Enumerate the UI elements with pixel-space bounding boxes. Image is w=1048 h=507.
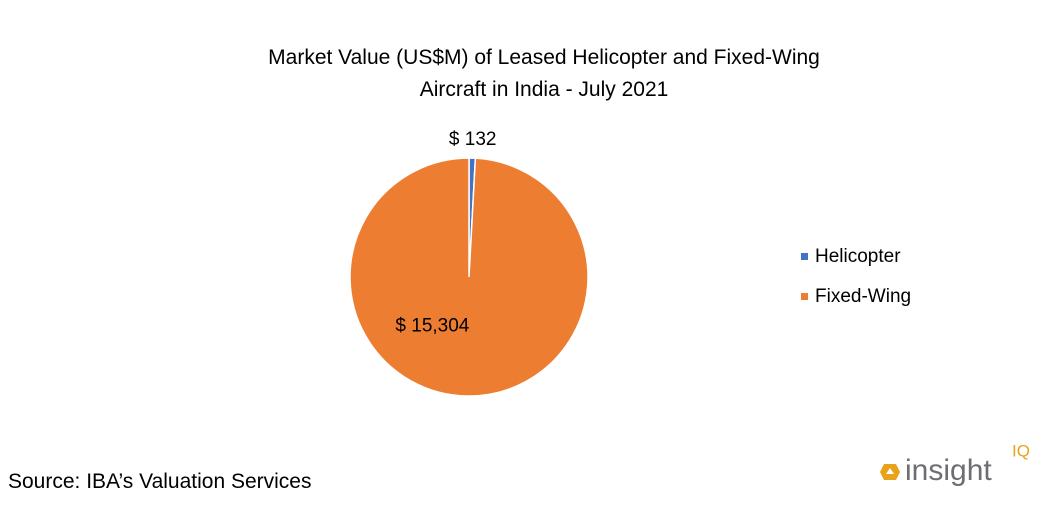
logo-superscript: IQ (1012, 441, 1030, 460)
source-note: Source: IBA’s Valuation Services (8, 470, 312, 493)
chart-title: Market Value (US$M) of Leased Helicopter… (268, 46, 820, 101)
data-label: $ 132 (449, 129, 497, 150)
logo-text: insight (905, 454, 992, 487)
legend-swatch (801, 253, 808, 260)
legend-label: Helicopter (815, 246, 901, 267)
logo: insight IQ (880, 441, 1030, 487)
logo-icon-inner (886, 468, 894, 474)
data-label: $ 15,304 (395, 315, 469, 336)
legend-swatch (801, 293, 808, 300)
pie-slice (349, 157, 589, 397)
legend-label: Fixed-Wing (815, 286, 911, 307)
